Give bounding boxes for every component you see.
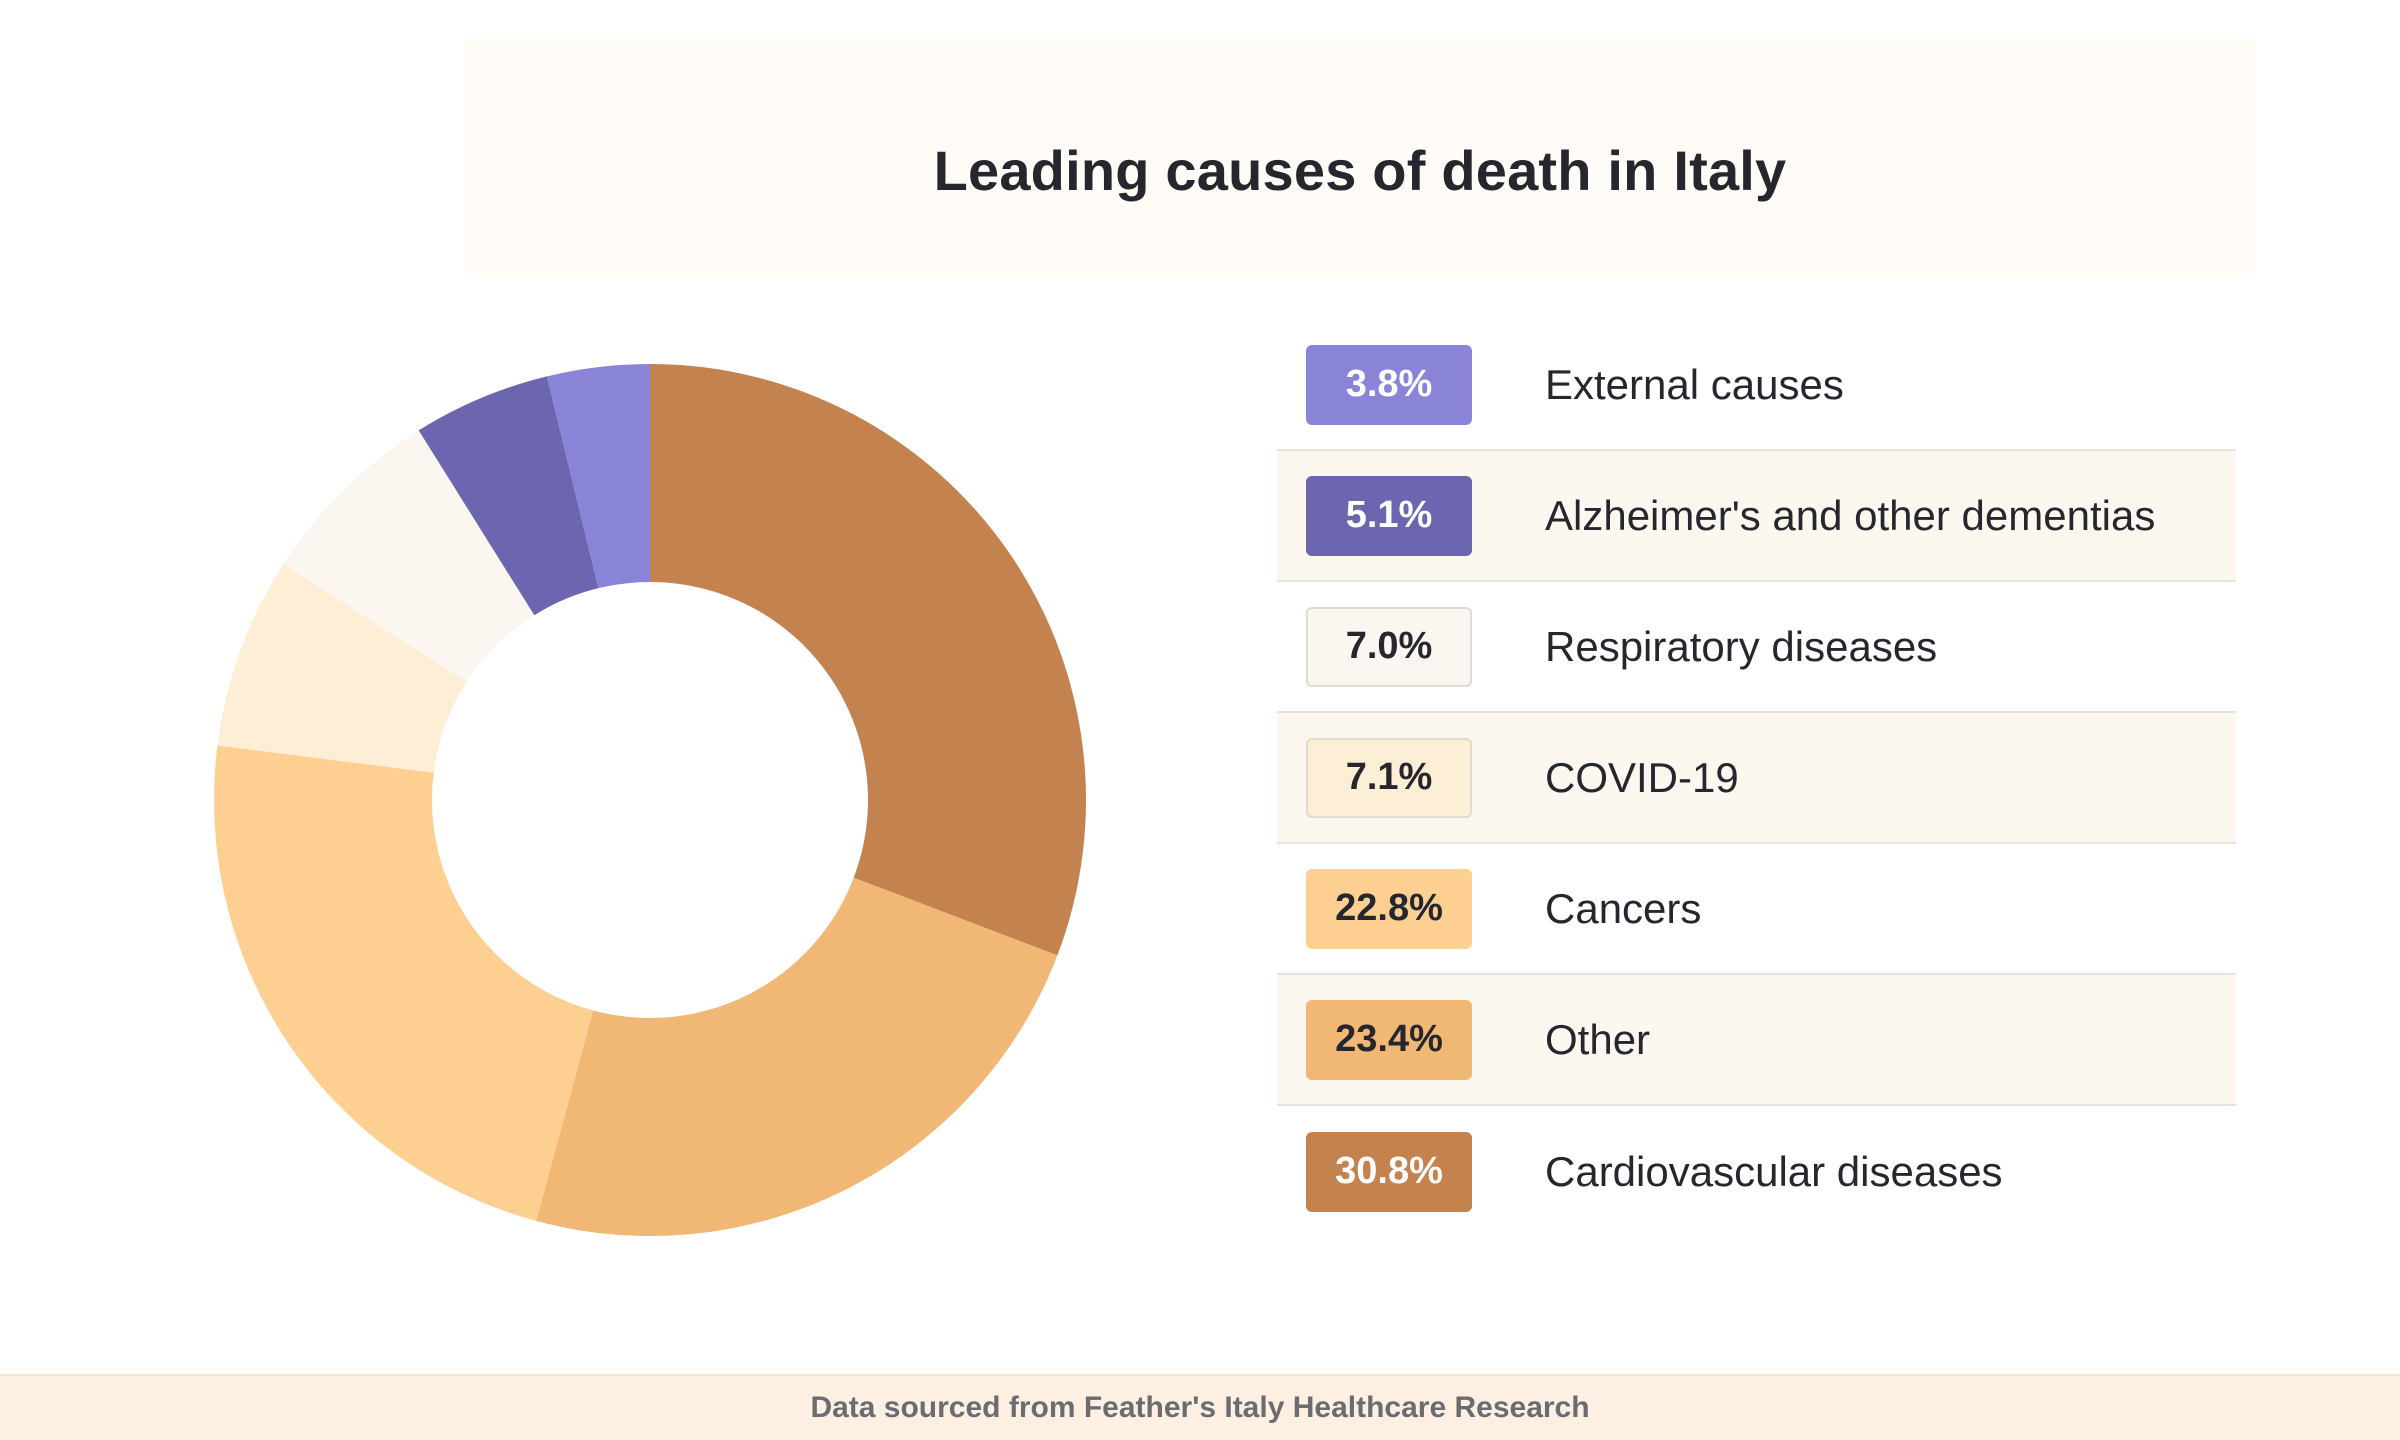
legend-value-badge: 5.1% (1306, 475, 1472, 556)
legend-label: Cardiovascular diseases (1545, 1147, 2003, 1195)
chart-title: Leading causes of death in Italy (933, 139, 1787, 202)
legend-label: Other (1545, 1015, 1651, 1063)
donut-slice-cardiovascular-diseases (650, 364, 1086, 956)
legend: 3.8% External causes 5.1% Alzheimer's and o… (1277, 320, 2236, 1237)
donut-svg (214, 364, 1086, 1236)
donut-slice-cancers (214, 745, 594, 1221)
donut-slice-covid-19 (217, 564, 467, 773)
donut-slice-external-causes (546, 364, 650, 589)
legend-item: 7.0% Respiratory diseases (1277, 582, 2236, 713)
legend-value-badge: 22.8% (1306, 868, 1472, 949)
legend-value-badge: 7.1% (1306, 737, 1472, 818)
donut-slice-respiratory-diseases (283, 430, 535, 683)
legend-label: Cancers (1545, 884, 1702, 932)
title-panel: Leading causes of death in Italy (465, 38, 2255, 278)
legend-value-badge: 3.8% (1306, 344, 1472, 425)
donut-slice-other (536, 877, 1058, 1236)
legend-item: 30.8% Cardiovascular diseases (1277, 1106, 2236, 1237)
legend-label: Respiratory diseases (1545, 622, 1938, 670)
legend-label: Alzheimer's and other dementias (1545, 491, 2156, 539)
legend-item: 23.4% Other (1277, 975, 2236, 1106)
legend-value-badge: 7.0% (1306, 606, 1472, 687)
donut-chart (205, 355, 1095, 1245)
footer-source: Data sourced from Feather's Italy Health… (0, 1374, 2400, 1440)
legend-label: External causes (1545, 360, 1844, 408)
legend-item: 22.8% Cancers (1277, 844, 2236, 975)
donut-slice-alzheimer-s-and-other-dementias (418, 376, 599, 616)
legend-item: 7.1% COVID-19 (1277, 713, 2236, 844)
legend-value-badge: 30.8% (1306, 1131, 1472, 1212)
source-note: Data sourced from Feather's Italy Health… (810, 1391, 1590, 1424)
legend-value-badge: 23.4% (1306, 999, 1472, 1080)
legend-item: 5.1% Alzheimer's and other dementias (1277, 451, 2236, 582)
legend-label: COVID-19 (1545, 753, 1739, 801)
legend-item: 3.8% External causes (1277, 320, 2236, 451)
